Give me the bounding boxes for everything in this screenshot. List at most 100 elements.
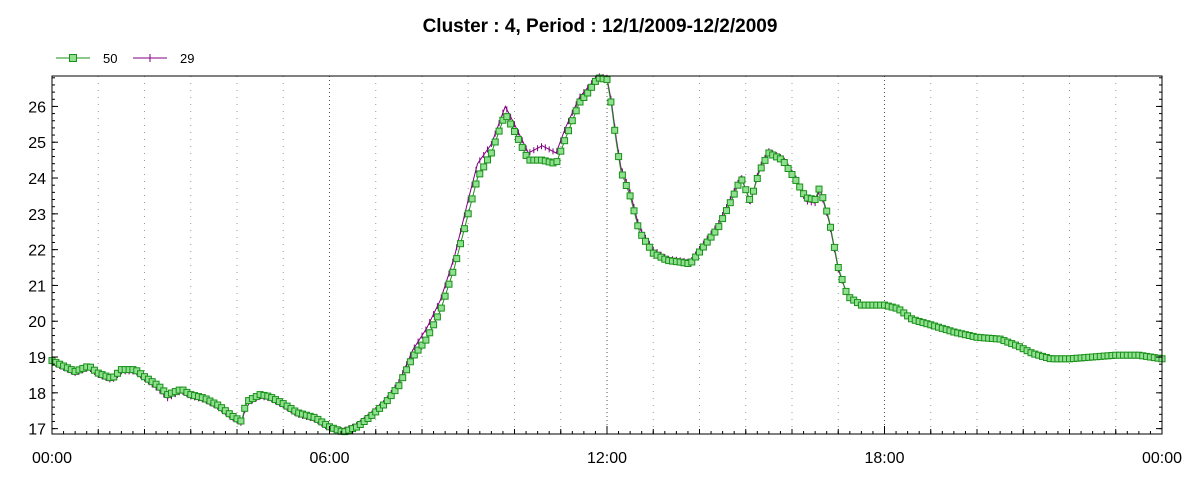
series-50-marker bbox=[796, 183, 804, 191]
series-50-marker bbox=[615, 153, 623, 161]
series-50-marker bbox=[626, 192, 634, 200]
series-50-marker bbox=[642, 237, 649, 245]
series-50-marker bbox=[507, 120, 515, 128]
series-50-marker bbox=[426, 329, 434, 337]
series-50-marker bbox=[487, 149, 495, 157]
y-tick-label: 23 bbox=[28, 207, 46, 224]
series-50-marker bbox=[730, 190, 738, 198]
series-50-marker bbox=[403, 366, 411, 374]
series-50-marker bbox=[757, 164, 765, 172]
y-tick-label: 18 bbox=[28, 386, 46, 403]
series-50-marker bbox=[776, 155, 784, 163]
series-50-marker bbox=[703, 238, 711, 246]
series-50-marker bbox=[699, 243, 707, 251]
series-50-marker bbox=[156, 383, 164, 391]
series-50-marker bbox=[572, 107, 580, 115]
series-50-marker bbox=[380, 401, 387, 409]
series-50-marker bbox=[692, 253, 700, 261]
series-50-marker bbox=[484, 156, 491, 164]
series-50-marker bbox=[630, 207, 638, 215]
series-50-marker bbox=[561, 137, 569, 145]
series-50-marker bbox=[449, 268, 457, 276]
series-50-marker bbox=[711, 228, 719, 236]
series-50-marker bbox=[453, 255, 461, 263]
series-50-marker bbox=[688, 258, 696, 266]
series-50-marker bbox=[472, 180, 480, 188]
series-50-marker bbox=[634, 222, 642, 230]
series-50-marker bbox=[788, 171, 796, 178]
series-50-marker bbox=[503, 113, 511, 121]
series-50-marker bbox=[430, 321, 438, 329]
y-tick-label: 22 bbox=[28, 243, 46, 260]
series-50-marker bbox=[823, 207, 831, 215]
series-50-marker bbox=[491, 138, 499, 146]
series-50-marker bbox=[499, 116, 507, 124]
series-50-marker bbox=[761, 156, 769, 164]
x-tick-label: 12:00 bbox=[587, 450, 627, 467]
series-layer bbox=[48, 73, 1166, 436]
x-tick-label: 00:00 bbox=[32, 450, 72, 467]
series-50-marker bbox=[457, 240, 464, 248]
series-50-marker bbox=[603, 76, 611, 84]
series-50-marker bbox=[622, 182, 630, 189]
series-50-marker bbox=[734, 181, 742, 189]
series-50-marker bbox=[568, 117, 576, 125]
series-50-marker bbox=[437, 304, 445, 312]
grid bbox=[97, 76, 1117, 434]
series-50-marker bbox=[114, 369, 121, 377]
series-50-marker bbox=[160, 387, 168, 395]
series-50-marker bbox=[719, 215, 727, 223]
series-50-marker bbox=[557, 147, 565, 155]
series-50-marker bbox=[565, 127, 572, 135]
series-50-marker bbox=[723, 207, 730, 215]
y-tick-label: 25 bbox=[28, 135, 46, 152]
series-50-marker bbox=[827, 223, 834, 231]
series-50-marker bbox=[645, 243, 653, 251]
series-50-marker bbox=[830, 243, 838, 251]
legend-marker-50 bbox=[69, 54, 77, 62]
series-50-marker bbox=[237, 417, 245, 425]
series-50-marker bbox=[742, 186, 750, 194]
series-50-marker bbox=[638, 231, 646, 239]
series-50-marker bbox=[842, 287, 850, 295]
series-50-marker bbox=[800, 190, 808, 198]
x-tick-label: 06:00 bbox=[309, 450, 349, 467]
axes: 17 18 19 20 21 22 23 24 25 26 00:00 06:00 12:00 18:00… bbox=[28, 77, 1182, 467]
series-50-marker bbox=[433, 313, 441, 321]
series-50-marker bbox=[611, 126, 619, 134]
series-50-marker bbox=[468, 195, 476, 203]
series-50-marker bbox=[514, 135, 522, 143]
series-50 bbox=[48, 74, 1166, 436]
series-50-marker bbox=[383, 397, 391, 405]
legend-label-29: 29 bbox=[180, 51, 194, 66]
series-50-marker bbox=[553, 158, 561, 166]
series-50-marker bbox=[522, 151, 530, 159]
series-29-line bbox=[51, 75, 1163, 431]
series-50-marker bbox=[395, 382, 403, 390]
series-50-marker bbox=[838, 276, 846, 283]
series-50-marker bbox=[110, 373, 118, 381]
series-50-marker bbox=[391, 387, 399, 395]
series-50-marker bbox=[518, 143, 526, 151]
series-50-marker bbox=[410, 351, 418, 359]
series-50-marker bbox=[784, 165, 792, 172]
y-tick-label: 19 bbox=[28, 350, 46, 367]
series-50-marker bbox=[588, 83, 596, 91]
series-50-marker bbox=[584, 89, 592, 97]
series-50-marker bbox=[750, 187, 757, 195]
series-50-marker bbox=[753, 175, 761, 182]
series-50-marker bbox=[576, 98, 584, 106]
series-50-marker bbox=[460, 225, 468, 233]
series-50-marker bbox=[241, 404, 249, 412]
series-50-marker bbox=[414, 346, 422, 354]
y-tick-label: 17 bbox=[28, 422, 46, 439]
series-50-marker bbox=[726, 199, 734, 207]
x-tick-label: 00:00 bbox=[1142, 450, 1182, 467]
series-50-marker bbox=[580, 94, 588, 101]
series-50-line bbox=[51, 77, 1163, 433]
legend-label-50: 50 bbox=[103, 51, 117, 66]
series-50-marker bbox=[445, 280, 453, 288]
series-50-marker bbox=[387, 392, 395, 400]
series-50-marker bbox=[696, 248, 703, 256]
